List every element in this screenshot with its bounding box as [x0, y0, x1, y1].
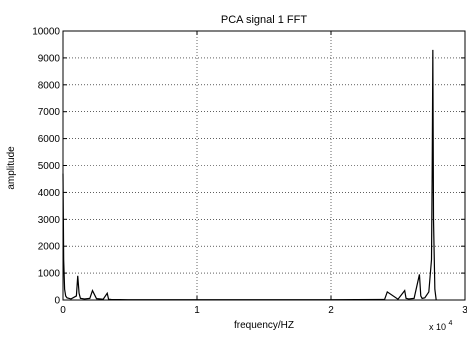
grid-lines	[63, 31, 465, 300]
x-tick-label: 1	[194, 305, 200, 316]
y-tick-label: 5000	[38, 161, 61, 172]
chart-title: PCA signal 1 FFT	[221, 14, 307, 26]
y-tick-label: 4000	[38, 188, 61, 199]
x-tick-label: 3	[462, 305, 467, 316]
x-exponent-power: 4	[449, 320, 453, 327]
x-axis-label: frequency/HZ	[234, 320, 294, 331]
x-tick-label: 2	[328, 305, 334, 316]
y-tick-label: 0	[54, 296, 60, 307]
y-tick-label: 3000	[38, 215, 61, 226]
x-exponent-base: x 10	[429, 322, 446, 332]
y-tick-label: 7000	[38, 107, 61, 118]
y-axis-label: amplitude	[6, 146, 17, 190]
y-tick-label: 8000	[38, 80, 61, 91]
y-tick-label: 2000	[38, 242, 61, 253]
y-tick-label: 1000	[38, 269, 61, 280]
axis-ticks: 0 1000 2000 3000 4000 5000 6000 7000 8000 9000 100…	[32, 27, 467, 317]
y-tick-label: 10000	[32, 27, 60, 38]
y-tick-label: 6000	[38, 134, 61, 145]
x-tick-label: 0	[60, 305, 66, 316]
x-exponent-label: x 10 4	[429, 320, 453, 332]
y-tick-label: 9000	[38, 53, 61, 64]
